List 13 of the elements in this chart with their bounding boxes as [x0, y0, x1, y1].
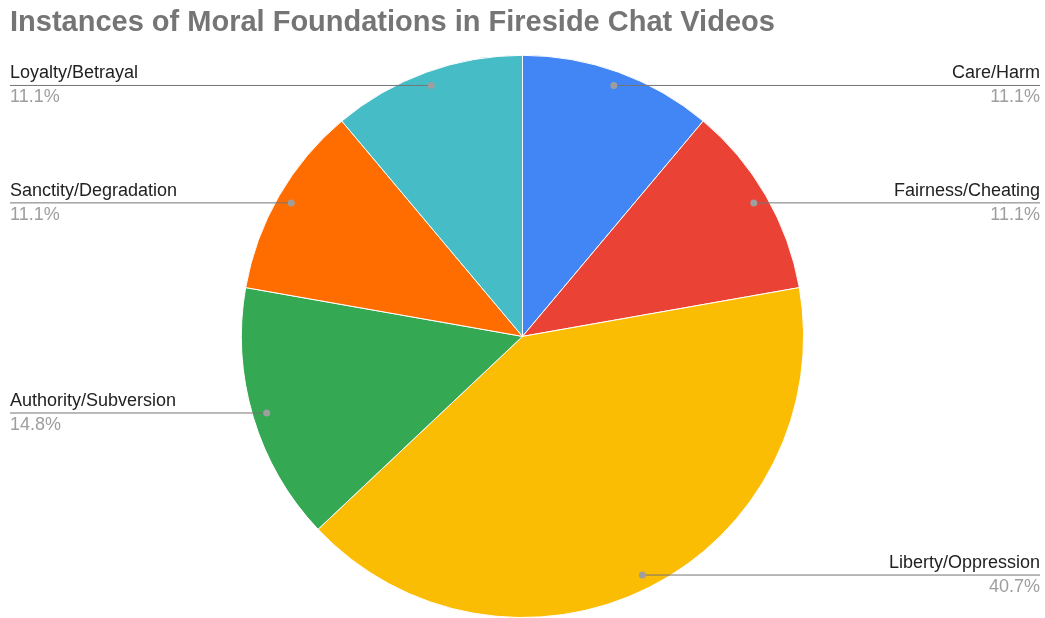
- slice-label: Sanctity/Degradation: [10, 179, 178, 200]
- data-label: 40.7%: [988, 576, 1040, 597]
- data-label: 11.1%: [990, 203, 1040, 224]
- data-label: 11.1%: [990, 86, 1040, 107]
- data-label: 14.8%: [10, 413, 62, 434]
- data-label: 11.1%: [10, 203, 60, 224]
- slice-label: Authority/Subversion: [10, 389, 177, 410]
- slice-label: Care/Harm: [951, 62, 1040, 83]
- slice-label: Fairness/Cheating: [893, 179, 1040, 200]
- chart-title: Instances of Moral Foundations in Fireside Chat Videos: [10, 5, 775, 38]
- slice-label: Loyalty/Betrayal: [10, 62, 139, 83]
- data-label: 11.1%: [10, 86, 60, 107]
- slice-label: Liberty/Oppression: [888, 552, 1040, 573]
